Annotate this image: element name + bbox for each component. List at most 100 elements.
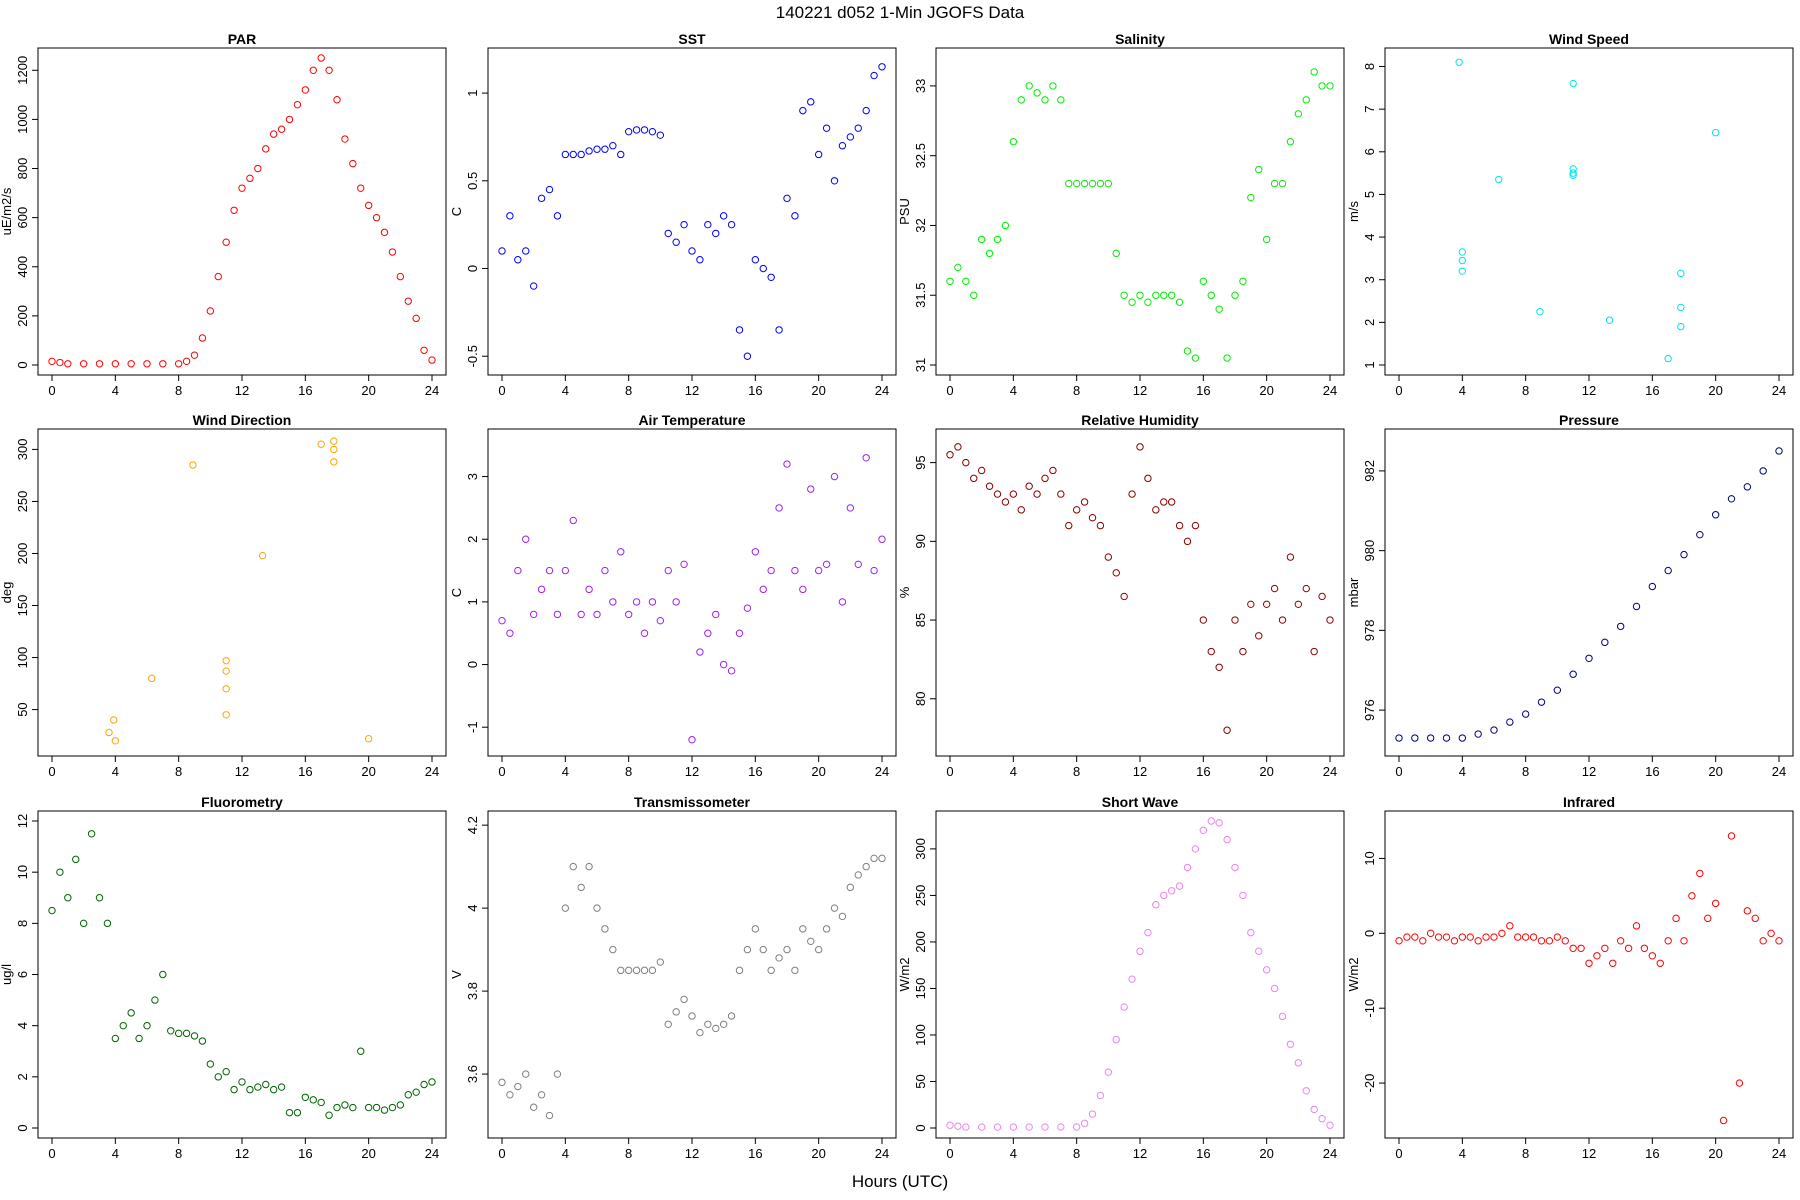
data-point: [127, 1009, 135, 1017]
data-point: [870, 854, 878, 863]
x-tick-label: 8: [1522, 764, 1529, 779]
data-point: [1262, 600, 1271, 609]
data-point: [593, 145, 601, 153]
y-axis-label: mbar: [1346, 577, 1361, 607]
data-point: [1310, 68, 1318, 76]
data-point: [522, 535, 530, 543]
data-point: [56, 868, 64, 876]
data-point: [791, 212, 799, 220]
data-point: [309, 66, 317, 74]
data-point: [1696, 869, 1704, 878]
data-point: [1025, 82, 1033, 90]
y-tick-label: 3.8: [465, 982, 480, 1000]
data-point: [1112, 249, 1120, 258]
y-tick-label: 100: [913, 1024, 928, 1046]
data-point: [1262, 966, 1271, 974]
data-point: [870, 566, 878, 575]
data-point: [230, 206, 238, 214]
data-point: [277, 1083, 286, 1091]
data-point: [735, 326, 744, 334]
data-point: [759, 945, 767, 954]
x-tick-label: 12: [1582, 1146, 1596, 1161]
data-point: [1411, 933, 1419, 941]
y-tick-label: 12: [15, 814, 30, 828]
data-point: [1751, 914, 1759, 923]
x-tick-label: 8: [625, 1146, 632, 1161]
data-point: [301, 1093, 310, 1102]
data-point: [1537, 698, 1546, 706]
data-point: [854, 560, 862, 569]
data-point: [420, 1080, 428, 1089]
data-point: [349, 159, 357, 168]
y-tick-label: 1200: [15, 56, 30, 85]
x-tick-label: 8: [1522, 1146, 1529, 1161]
data-point: [372, 1103, 381, 1112]
data-series: [1395, 832, 1783, 1125]
x-tick-label: 0: [48, 383, 55, 398]
data-point: [1442, 734, 1451, 742]
data-point: [846, 883, 855, 892]
panel-2: SST 0 4 8 12 16 20 24 -0.5 0 0.5 1 C: [449, 31, 897, 398]
data-point: [111, 737, 120, 745]
y-tick-label: 982: [1362, 460, 1377, 482]
data-point: [1490, 933, 1498, 941]
data-point: [1545, 937, 1554, 945]
data-point: [648, 598, 657, 606]
data-point: [767, 273, 775, 281]
data-point: [1458, 267, 1467, 275]
data-point: [962, 1123, 970, 1131]
data-point: [1474, 937, 1482, 945]
data-point: [1727, 495, 1736, 503]
data-point: [159, 360, 167, 368]
y-tick-label: 200: [15, 543, 30, 565]
data-point: [775, 326, 783, 334]
data-point: [862, 454, 870, 462]
data-point: [1025, 1123, 1033, 1131]
x-tick-label: 12: [235, 764, 249, 779]
data-point: [1775, 447, 1783, 455]
x-tick-label: 20: [1708, 1146, 1722, 1161]
data-point: [946, 277, 954, 285]
data-point: [1001, 498, 1010, 506]
y-tick-label: 8: [1362, 63, 1377, 70]
data-point: [79, 919, 88, 928]
data-point: [537, 194, 546, 203]
data-point: [1458, 933, 1467, 941]
data-point: [1247, 193, 1255, 202]
data-point: [349, 1103, 357, 1112]
data-point: [317, 440, 325, 448]
data-point: [309, 1096, 317, 1104]
data-point: [1199, 616, 1208, 624]
data-point: [1310, 647, 1318, 656]
data-point: [1136, 291, 1144, 299]
x-tick-label: 0: [48, 764, 55, 779]
data-point: [222, 667, 230, 675]
data-point: [182, 1029, 191, 1038]
data-point: [1609, 959, 1617, 967]
data-point: [372, 213, 381, 222]
data-point: [238, 184, 246, 192]
data-point: [624, 610, 633, 619]
x-tick-label: 12: [1133, 383, 1147, 398]
x-tick-label: 20: [811, 383, 825, 398]
data-point: [1680, 937, 1688, 945]
data-series: [105, 437, 373, 745]
data-point: [333, 96, 341, 104]
data-point: [1593, 952, 1601, 960]
x-tick-label: 12: [235, 383, 249, 398]
data-point: [262, 1080, 270, 1089]
data-point: [330, 437, 338, 445]
y-tick-label: 978: [1362, 620, 1377, 642]
data-point: [962, 458, 970, 467]
data-point: [1223, 835, 1231, 844]
data-point: [1033, 89, 1041, 97]
x-tick-label: 4: [112, 764, 119, 779]
panel-8: Pressure 0 4 8 12 16 20 24 976 978 980 982 mbar: [1346, 412, 1794, 779]
y-tick-label: 0: [15, 1124, 30, 1131]
data-point: [301, 86, 310, 94]
data-point: [1601, 638, 1609, 647]
y-tick-label: 4: [1362, 233, 1377, 240]
data-point: [1521, 710, 1530, 718]
y-tick-label: 95: [913, 455, 928, 469]
